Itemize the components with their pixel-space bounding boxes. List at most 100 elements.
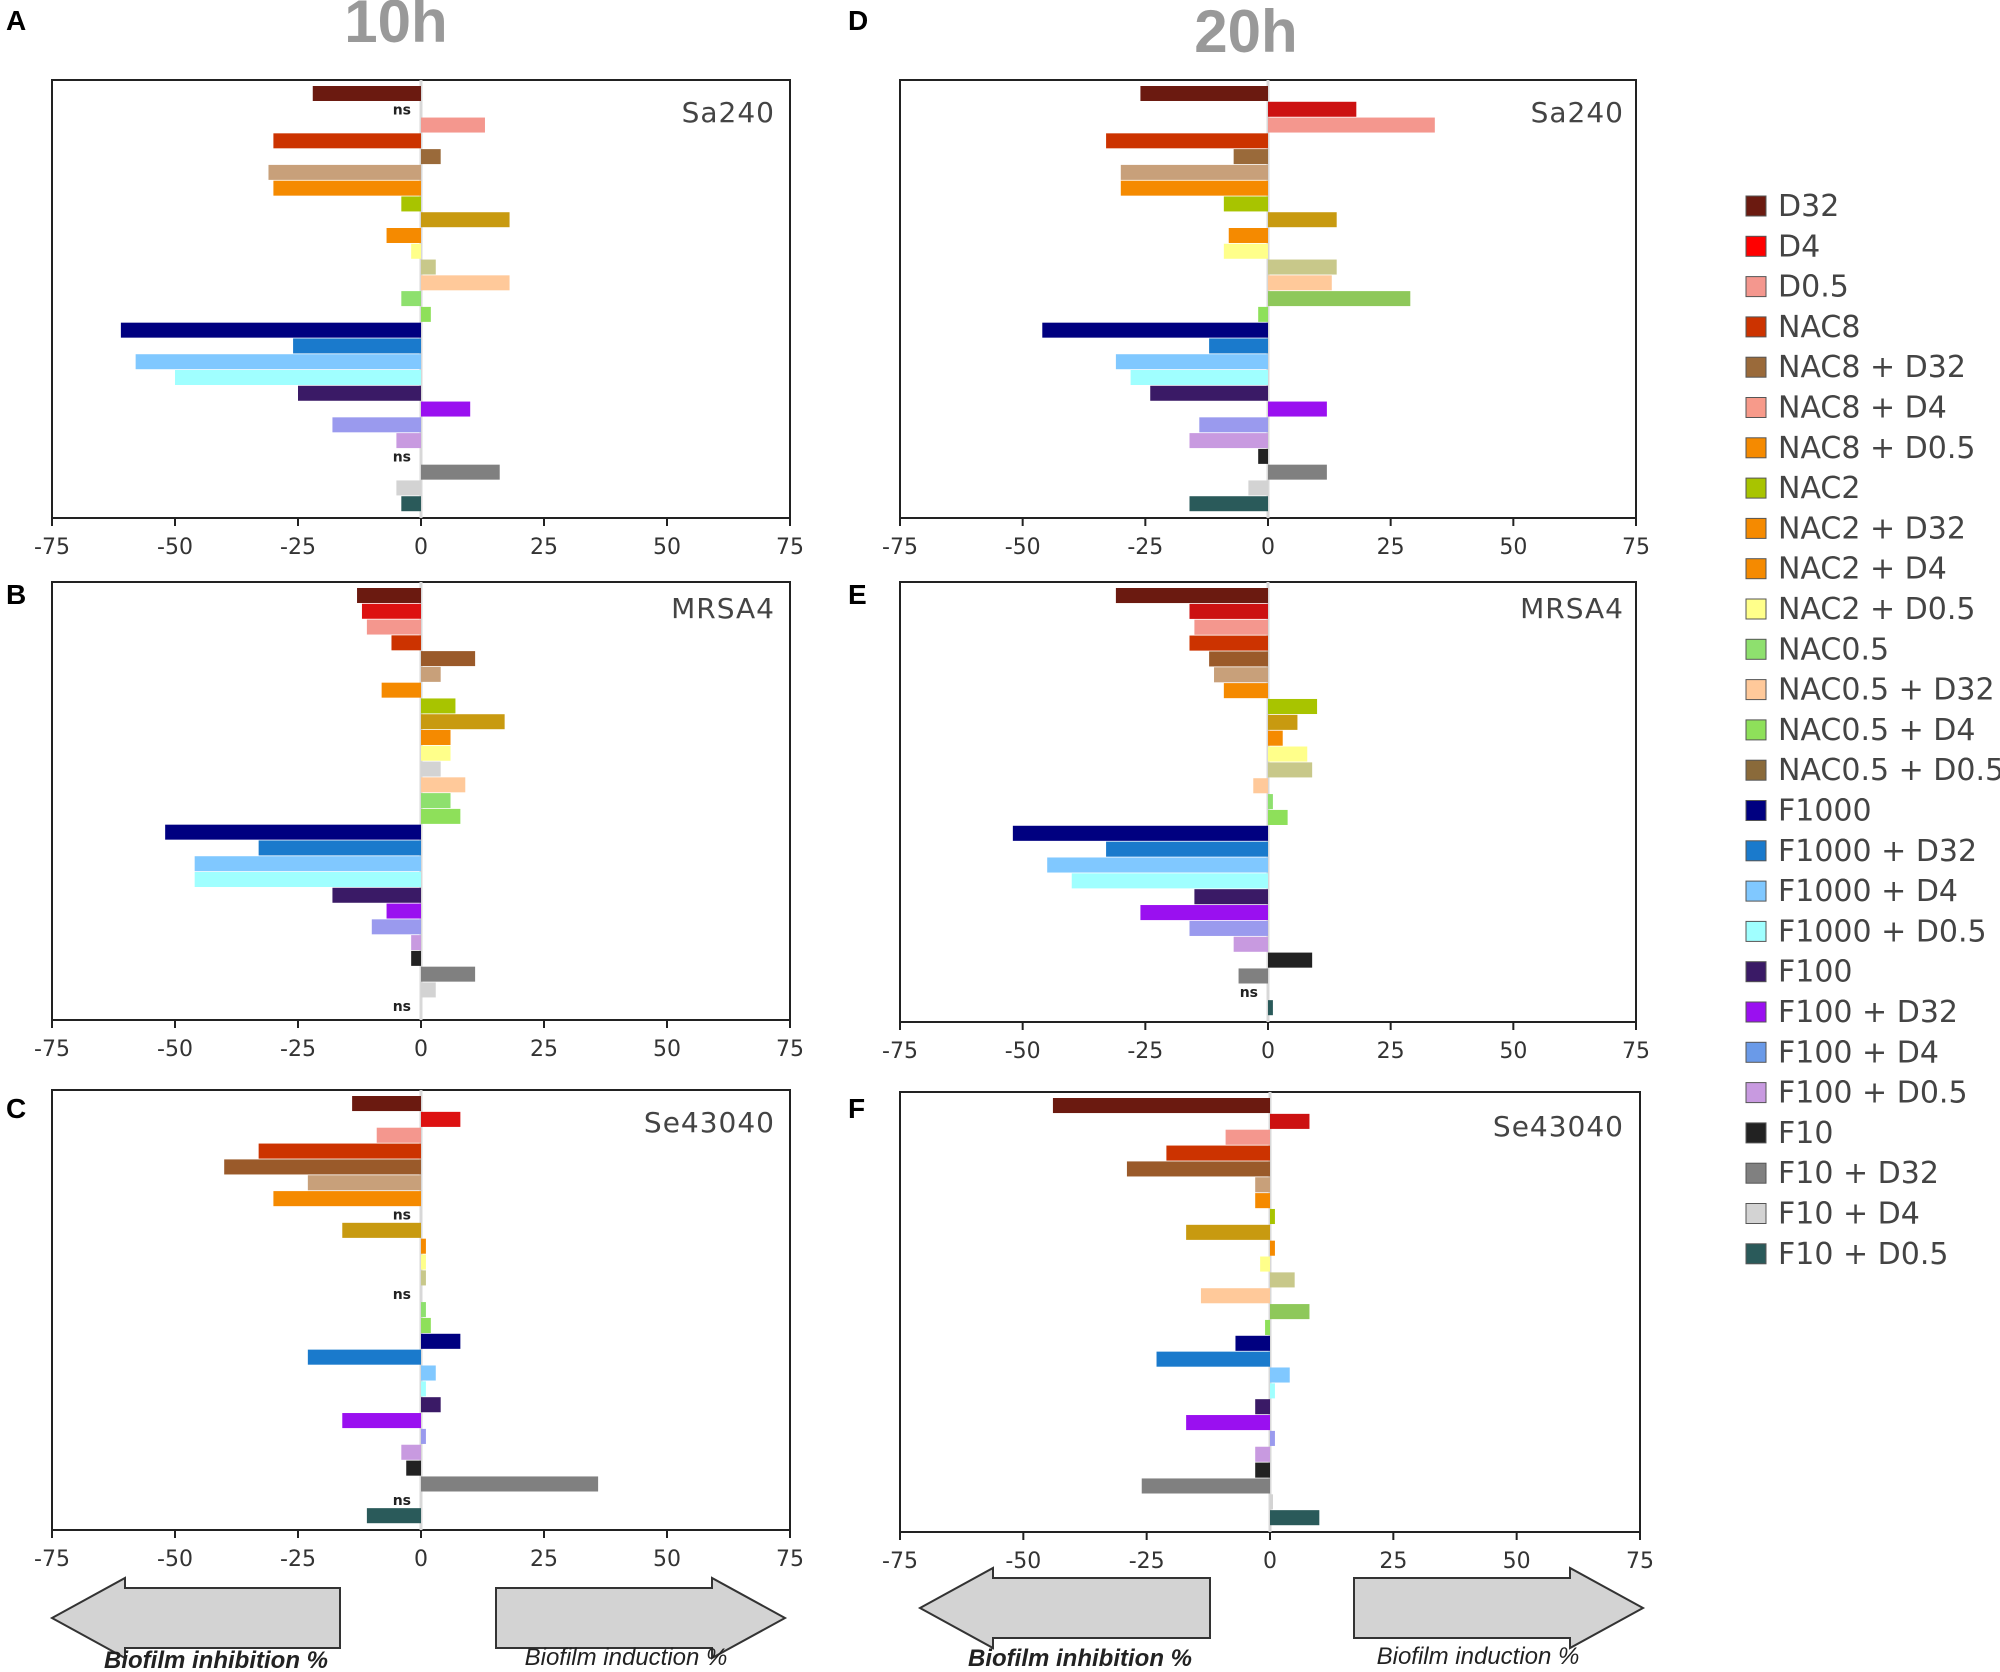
legend-item: F10 + D0.5 [1745, 1237, 1948, 1272]
bar-nac0-5-d32 [1268, 275, 1332, 291]
legend-label: NAC0.5 + D32 [1778, 673, 1995, 708]
legend-item: NAC8 + D4 [1745, 391, 1947, 426]
legend-swatch [1745, 920, 1767, 942]
bar-nac8 [391, 635, 421, 651]
bar-d0-5 [1194, 619, 1268, 635]
bar-nac8-d32 [1126, 1161, 1270, 1177]
x-tick-label: -25 [280, 535, 316, 560]
bar-f1000 [1012, 825, 1268, 841]
bar-nac8-d0-5 [1255, 1193, 1270, 1209]
legend-item: NAC0.5 [1745, 632, 1889, 667]
legend-label: NAC2 [1778, 471, 1860, 506]
bar-d0-5 [1268, 117, 1435, 133]
legend-swatch [1745, 1041, 1767, 1063]
legend-label: D4 [1778, 229, 1820, 264]
bar-d4 [361, 603, 421, 619]
bar-f1000-d32 [307, 1349, 421, 1365]
bar-d0-5 [366, 619, 421, 635]
legend-swatch [1745, 759, 1767, 781]
legend-item: NAC8 + D0.5 [1745, 431, 1976, 466]
bar-nac0-5 [1268, 259, 1337, 275]
legend-swatch [1745, 397, 1767, 418]
legend-label: F100 + D4 [1778, 1035, 1939, 1070]
legend-item: F1000 + D0.5 [1745, 914, 1987, 949]
bar-nac0-5-d0-5 [1265, 1319, 1270, 1335]
bar-f1000-d32 [1209, 338, 1268, 354]
bar-f100-d0-5 [396, 433, 421, 449]
bar-f100-d32 [386, 903, 421, 919]
bar-d32 [1140, 86, 1268, 101]
x-tick-label: -50 [1005, 535, 1041, 560]
legend-label: F10 + D4 [1778, 1197, 1920, 1232]
panel-letter: B [6, 579, 26, 610]
bar-nac8-d4 [307, 1175, 421, 1191]
legend-swatch [1745, 719, 1767, 741]
bar-nac2-d32 [1186, 1224, 1270, 1240]
bar-nac2 [1270, 1208, 1275, 1225]
inhibition-arrow-shape [49, 1576, 341, 1660]
panel-d: D Sa240 -75 -50 -25 0 25 50 75 [848, 5, 1650, 560]
legend-label: NAC2 + D0.5 [1778, 592, 1976, 627]
inhibition-label-20h: Biofilm inhibition % [968, 1645, 1192, 1672]
bar-nac2 [1223, 196, 1268, 212]
bar-nac0-5 [1268, 762, 1313, 778]
legend-swatch [1745, 1001, 1767, 1023]
strain-label: Se43040 [644, 1106, 775, 1139]
legend-swatch [1745, 1243, 1767, 1265]
bar-nac0-5-d4 [421, 1302, 426, 1318]
bar-nac8-d32 [224, 1159, 421, 1175]
bar-nac0-5-d32 [421, 275, 510, 291]
x-tick-label: 50 [1503, 1549, 1531, 1574]
bar-f100 [332, 887, 421, 903]
bar-f1000 [165, 824, 421, 840]
legend-label: F100 [1778, 955, 1853, 990]
x-tick-label: -50 [157, 1547, 193, 1572]
legend-item: F10 [1745, 1116, 1833, 1151]
bar-nac2-d4 [386, 228, 421, 243]
bar-f100-d0-5 [401, 1444, 421, 1460]
bar-nac0-5-d0-5 [421, 808, 461, 824]
legend-item: D32 [1745, 189, 1839, 224]
legend-swatch [1745, 961, 1767, 983]
bar-nac2 [421, 698, 456, 714]
x-tick-label: -25 [280, 1037, 316, 1062]
bar-f1000-d4 [1047, 857, 1268, 873]
bar-f100-d0-5 [1233, 936, 1268, 952]
x-tick-label: 75 [1622, 1039, 1650, 1064]
bar-d0-5 [421, 117, 485, 133]
panel-letter: F [848, 1093, 865, 1124]
strain-label: Sa240 [1531, 96, 1624, 129]
x-tick-label: 0 [1261, 535, 1275, 560]
legend-swatch [1745, 1082, 1767, 1104]
panels: Ans ns Sa240 -75 -50 -25 0 25 50 75 Bns MRSA4 -75 -50… [6, 5, 1654, 1574]
x-tick-label: -50 [1005, 1549, 1041, 1574]
x-tick-label: 50 [1499, 1039, 1527, 1064]
bar-nac8 [258, 1143, 421, 1159]
legend-item: F100 [1745, 955, 1853, 990]
legend-label: NAC0.5 + D0.5 [1778, 753, 2000, 788]
bar-f10 [1268, 952, 1313, 968]
legend-item: NAC8 + D32 [1745, 350, 1966, 385]
panel-f: F Se43040 -75 -50 -25 0 25 50 75 [848, 1091, 1654, 1574]
bar-d0-5 [1225, 1129, 1270, 1145]
x-tick-label: -50 [157, 1037, 193, 1062]
x-tick-label: 25 [530, 1547, 558, 1572]
bar-f10-d0-5 [1189, 496, 1268, 512]
legend-swatch [1745, 356, 1767, 378]
bar-d32 [1115, 588, 1268, 604]
legend-item: D0.5 [1745, 270, 1849, 305]
panel-a: Ans ns Sa240 -75 -50 -25 0 25 50 75 [6, 5, 804, 560]
legend-swatch [1745, 477, 1767, 499]
bar-f10-d32 [421, 1476, 599, 1492]
bar-f100-d0-5 [1189, 433, 1268, 449]
bar-f100-d4 [421, 1428, 426, 1444]
bar-nac8 [1189, 635, 1268, 651]
bar-f100-d32 [1140, 905, 1268, 921]
bar-f1000-d32 [1156, 1351, 1270, 1367]
bar-nac2-d32 [1268, 714, 1298, 730]
ns-label: ns [393, 450, 411, 466]
legend-label: NAC8 [1778, 310, 1860, 345]
bar-nac2-d0-5 [1260, 1256, 1270, 1272]
bar-nac0-5-d32 [1253, 778, 1268, 794]
